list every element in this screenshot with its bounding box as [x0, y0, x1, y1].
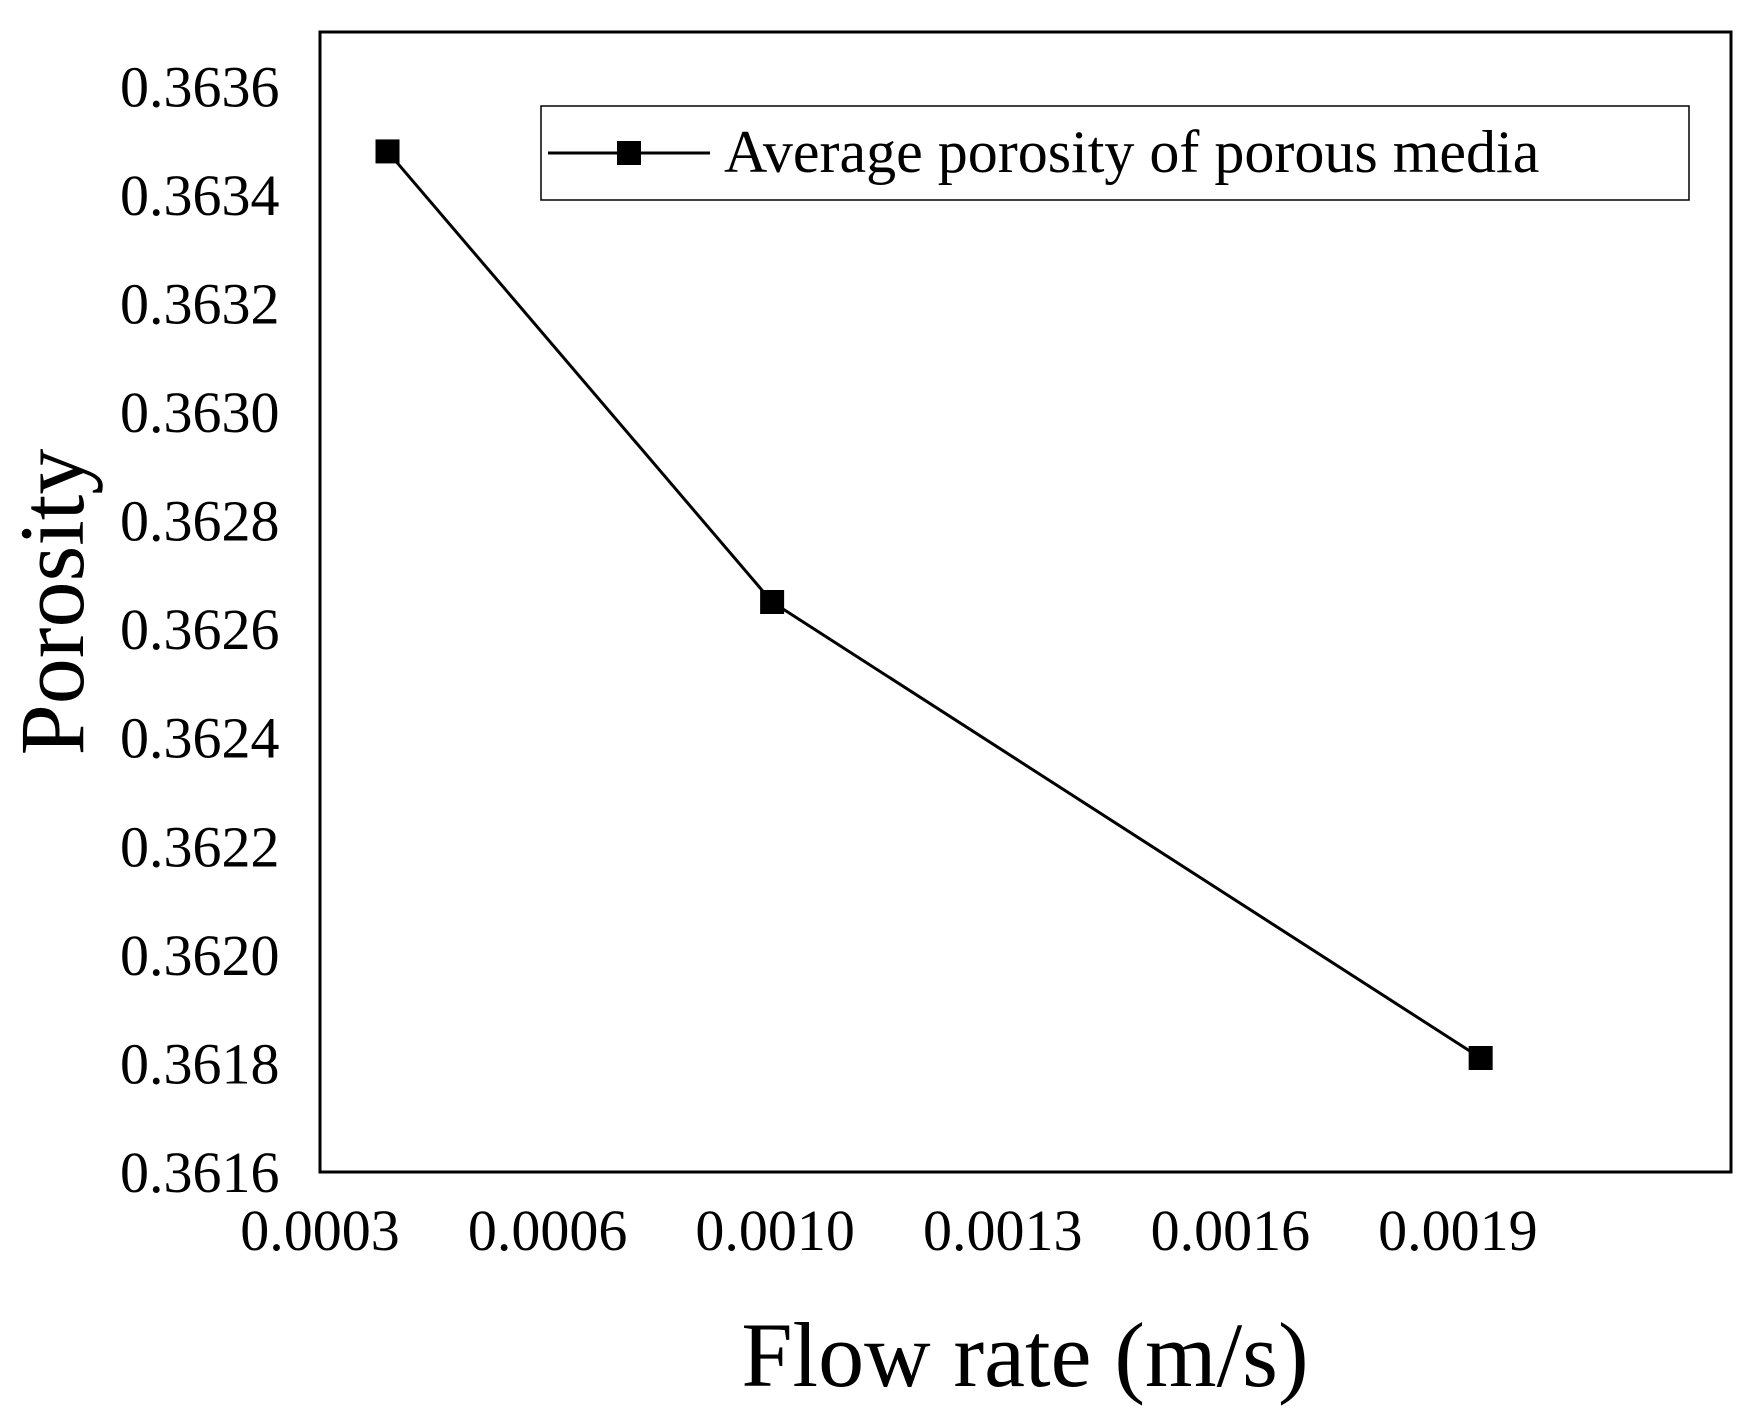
legend-box — [540, 105, 1690, 201]
x-tick-label: 0.0019 — [1378, 1198, 1538, 1263]
y-tick-label: 0.3636 — [120, 54, 280, 119]
x-axis-title: Flow rate (m/s) — [741, 1304, 1308, 1406]
y-axis-ticks: 0.3616 0.3618 0.3620 0.3622 0.3624 0.3626 0.36… — [120, 54, 280, 1205]
y-tick-label: 0.3622 — [120, 814, 280, 879]
legend-label: Average porosity of porous media — [724, 119, 1539, 185]
x-tick-label: 0.0016 — [1151, 1198, 1311, 1263]
legend-marker — [617, 141, 641, 165]
series-layer — [375, 139, 1493, 1070]
x-tick-label: 0.0010 — [695, 1198, 855, 1263]
y-tick-label: 0.3618 — [120, 1031, 280, 1096]
y-tick-label: 0.3620 — [120, 923, 280, 988]
y-tick-label: 0.3624 — [120, 706, 280, 771]
data-point — [375, 139, 400, 164]
series-line — [386, 150, 1482, 1060]
x-tick-label: 0.0006 — [468, 1198, 628, 1263]
y-tick-label: 0.3630 — [120, 380, 280, 445]
y-tick-label: 0.3634 — [120, 163, 280, 228]
plot-frame — [318, 30, 1733, 1174]
legend: Average porosity of porous media — [540, 105, 1690, 201]
y-tick-label: 0.3632 — [120, 271, 280, 336]
data-point — [1468, 1046, 1493, 1070]
data-point — [760, 590, 785, 614]
y-axis-title: Porosity — [1, 449, 103, 756]
y-tick-label: 0.3626 — [120, 597, 280, 662]
x-tick-label: 0.0013 — [923, 1198, 1083, 1263]
x-axis-ticks: 0.0003 0.0006 0.0010 0.0013 0.0016 0.0019 — [240, 1198, 1537, 1263]
y-tick-label: 0.3628 — [120, 489, 280, 554]
x-tick-label: 0.0003 — [240, 1198, 400, 1263]
y-tick-label: 0.3616 — [120, 1140, 280, 1205]
